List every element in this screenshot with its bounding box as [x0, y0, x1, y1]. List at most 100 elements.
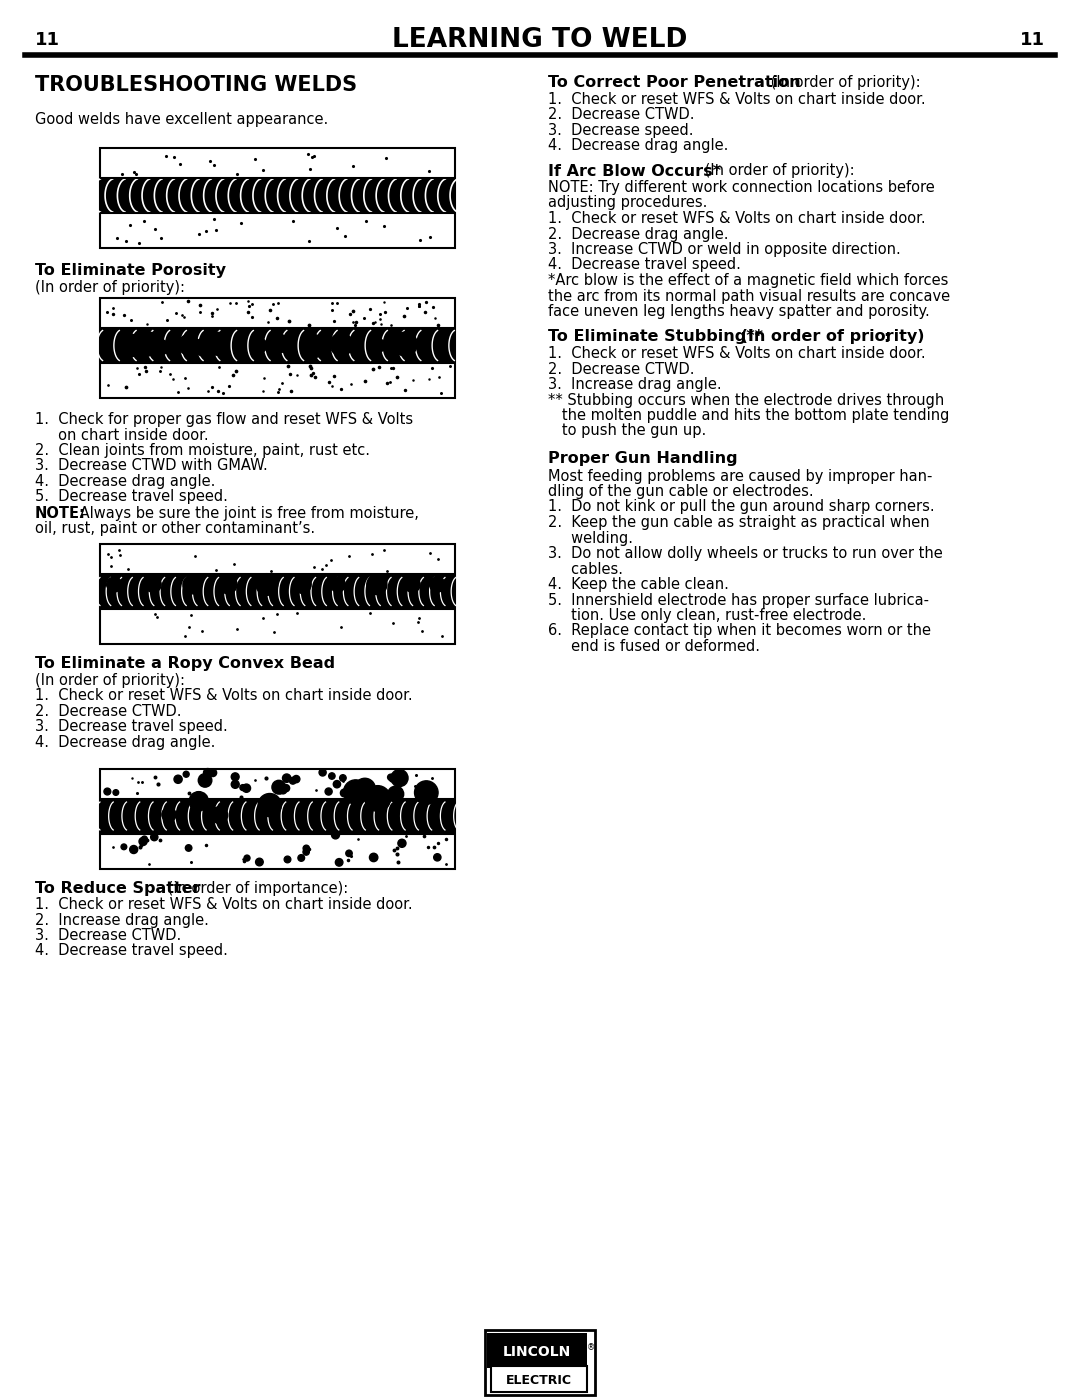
Circle shape — [121, 844, 126, 849]
Text: LINCOLN: LINCOLN — [503, 1345, 571, 1359]
Circle shape — [152, 339, 168, 355]
Circle shape — [393, 332, 417, 356]
Bar — [102, 574, 454, 609]
Text: 3.  Decrease CTWD.: 3. Decrease CTWD. — [35, 928, 181, 943]
Text: the arc from its normal path visual results are concave: the arc from its normal path visual resu… — [548, 289, 950, 303]
Circle shape — [107, 577, 122, 592]
Text: 2.  Increase drag angle.: 2. Increase drag angle. — [35, 912, 208, 928]
Text: Always be sure the joint is free from moisture,: Always be sure the joint is free from mo… — [75, 506, 419, 521]
Text: (In order of priority): (In order of priority) — [735, 330, 924, 345]
Circle shape — [283, 785, 289, 792]
Text: ®: ® — [588, 1343, 595, 1352]
Text: 2.  Decrease CTWD.: 2. Decrease CTWD. — [548, 108, 694, 122]
Text: welding.: welding. — [548, 531, 633, 545]
Circle shape — [104, 788, 111, 795]
Text: 3.  Decrease travel speed.: 3. Decrease travel speed. — [35, 719, 228, 735]
Text: 4.  Keep the cable clean.: 4. Keep the cable clean. — [548, 577, 729, 592]
Text: (In order of priority):: (In order of priority): — [766, 75, 920, 89]
Circle shape — [210, 768, 217, 777]
Text: 4.  Decrease drag angle.: 4. Decrease drag angle. — [35, 474, 215, 489]
Circle shape — [389, 774, 397, 782]
Bar — [100, 148, 455, 249]
Bar — [102, 177, 454, 212]
Text: ** Stubbing occurs when the electrode drives through: ** Stubbing occurs when the electrode dr… — [548, 393, 944, 408]
Circle shape — [328, 773, 335, 780]
Circle shape — [369, 338, 384, 353]
Text: Good welds have excellent appearance.: Good welds have excellent appearance. — [35, 112, 328, 127]
Circle shape — [256, 858, 264, 866]
Circle shape — [253, 338, 267, 352]
Text: (In order of priority):: (In order of priority): — [700, 163, 854, 179]
Circle shape — [343, 780, 368, 805]
Bar — [487, 1333, 588, 1368]
Bar — [100, 543, 455, 644]
Circle shape — [365, 785, 391, 812]
Text: If Arc Blow Occurs*: If Arc Blow Occurs* — [548, 163, 721, 179]
Circle shape — [388, 774, 394, 781]
Circle shape — [218, 576, 237, 594]
Text: 5.  Decrease travel speed.: 5. Decrease travel speed. — [35, 489, 228, 504]
Text: 3.  Decrease speed.: 3. Decrease speed. — [548, 123, 693, 137]
Text: To Correct Poor Penetration: To Correct Poor Penetration — [548, 75, 800, 89]
Text: 1.  Check or reset WFS & Volts on chart inside door.: 1. Check or reset WFS & Volts on chart i… — [548, 346, 926, 360]
Circle shape — [332, 831, 339, 838]
Text: 2.  Clean joints from moisture, paint, rust etc.: 2. Clean joints from moisture, paint, ru… — [35, 443, 370, 458]
Circle shape — [294, 576, 311, 594]
Text: 11: 11 — [1020, 31, 1045, 49]
Text: 1.  Check or reset WFS & Volts on chart inside door.: 1. Check or reset WFS & Volts on chart i… — [35, 689, 413, 704]
Circle shape — [203, 768, 212, 777]
Circle shape — [231, 781, 239, 788]
Text: 1.  Check or reset WFS & Volts on chart inside door.: 1. Check or reset WFS & Volts on chart i… — [548, 211, 926, 226]
Circle shape — [113, 789, 119, 795]
Circle shape — [244, 855, 249, 861]
Text: face uneven leg lengths heavy spatter and porosity.: face uneven leg lengths heavy spatter an… — [548, 305, 930, 319]
Circle shape — [272, 781, 286, 793]
Text: Most feeding problems are caused by improper han-: Most feeding problems are caused by impr… — [548, 468, 932, 483]
Circle shape — [334, 781, 340, 788]
Text: :: : — [883, 330, 889, 345]
Circle shape — [430, 577, 445, 592]
Text: 6.  Replace contact tip when it becomes worn or the: 6. Replace contact tip when it becomes w… — [548, 623, 931, 638]
Text: To Eliminate Porosity: To Eliminate Porosity — [35, 263, 226, 278]
Circle shape — [130, 845, 138, 854]
Circle shape — [231, 773, 239, 781]
Text: LEARNING TO WELD: LEARNING TO WELD — [392, 27, 688, 53]
Text: *Arc blow is the effect of a magnetic field which forces: *Arc blow is the effect of a magnetic fi… — [548, 272, 948, 288]
Text: 1.  Check for proper gas flow and reset WFS & Volts: 1. Check for proper gas flow and reset W… — [35, 412, 414, 427]
Circle shape — [205, 332, 229, 355]
Circle shape — [330, 577, 346, 592]
Bar — [100, 298, 455, 398]
Circle shape — [240, 785, 246, 791]
Circle shape — [284, 856, 291, 863]
Text: 2.  Decrease CTWD.: 2. Decrease CTWD. — [35, 704, 181, 719]
Circle shape — [242, 784, 251, 792]
Text: 1.  Do not kink or pull the gun around sharp corners.: 1. Do not kink or pull the gun around sh… — [548, 500, 934, 514]
Text: 3.  Decrease CTWD with GMAW.: 3. Decrease CTWD with GMAW. — [35, 458, 268, 474]
Bar — [102, 328, 454, 363]
Circle shape — [150, 834, 158, 841]
Circle shape — [391, 770, 408, 787]
Text: ELECTRIC: ELECTRIC — [507, 1373, 572, 1386]
Text: 2.  Decrease drag angle.: 2. Decrease drag angle. — [548, 226, 729, 242]
Circle shape — [141, 835, 147, 842]
Text: 1.  Check or reset WFS & Volts on chart inside door.: 1. Check or reset WFS & Volts on chart i… — [35, 897, 413, 912]
Circle shape — [339, 775, 347, 781]
Text: to push the gun up.: to push the gun up. — [548, 423, 706, 439]
Circle shape — [256, 574, 278, 595]
Circle shape — [434, 854, 441, 861]
Circle shape — [293, 775, 300, 782]
Text: 5.  Innershield electrode has proper surface lubrica-: 5. Innershield electrode has proper surf… — [548, 592, 929, 608]
Circle shape — [283, 774, 291, 782]
Circle shape — [199, 774, 212, 787]
Circle shape — [367, 574, 387, 595]
Circle shape — [369, 854, 378, 862]
Circle shape — [162, 807, 176, 821]
Circle shape — [388, 787, 404, 802]
Text: To Eliminate Stubbing**: To Eliminate Stubbing** — [548, 330, 762, 345]
Circle shape — [298, 855, 305, 862]
Circle shape — [268, 334, 287, 353]
Circle shape — [405, 577, 420, 592]
Circle shape — [117, 334, 140, 358]
Circle shape — [280, 787, 287, 793]
Circle shape — [319, 768, 326, 775]
